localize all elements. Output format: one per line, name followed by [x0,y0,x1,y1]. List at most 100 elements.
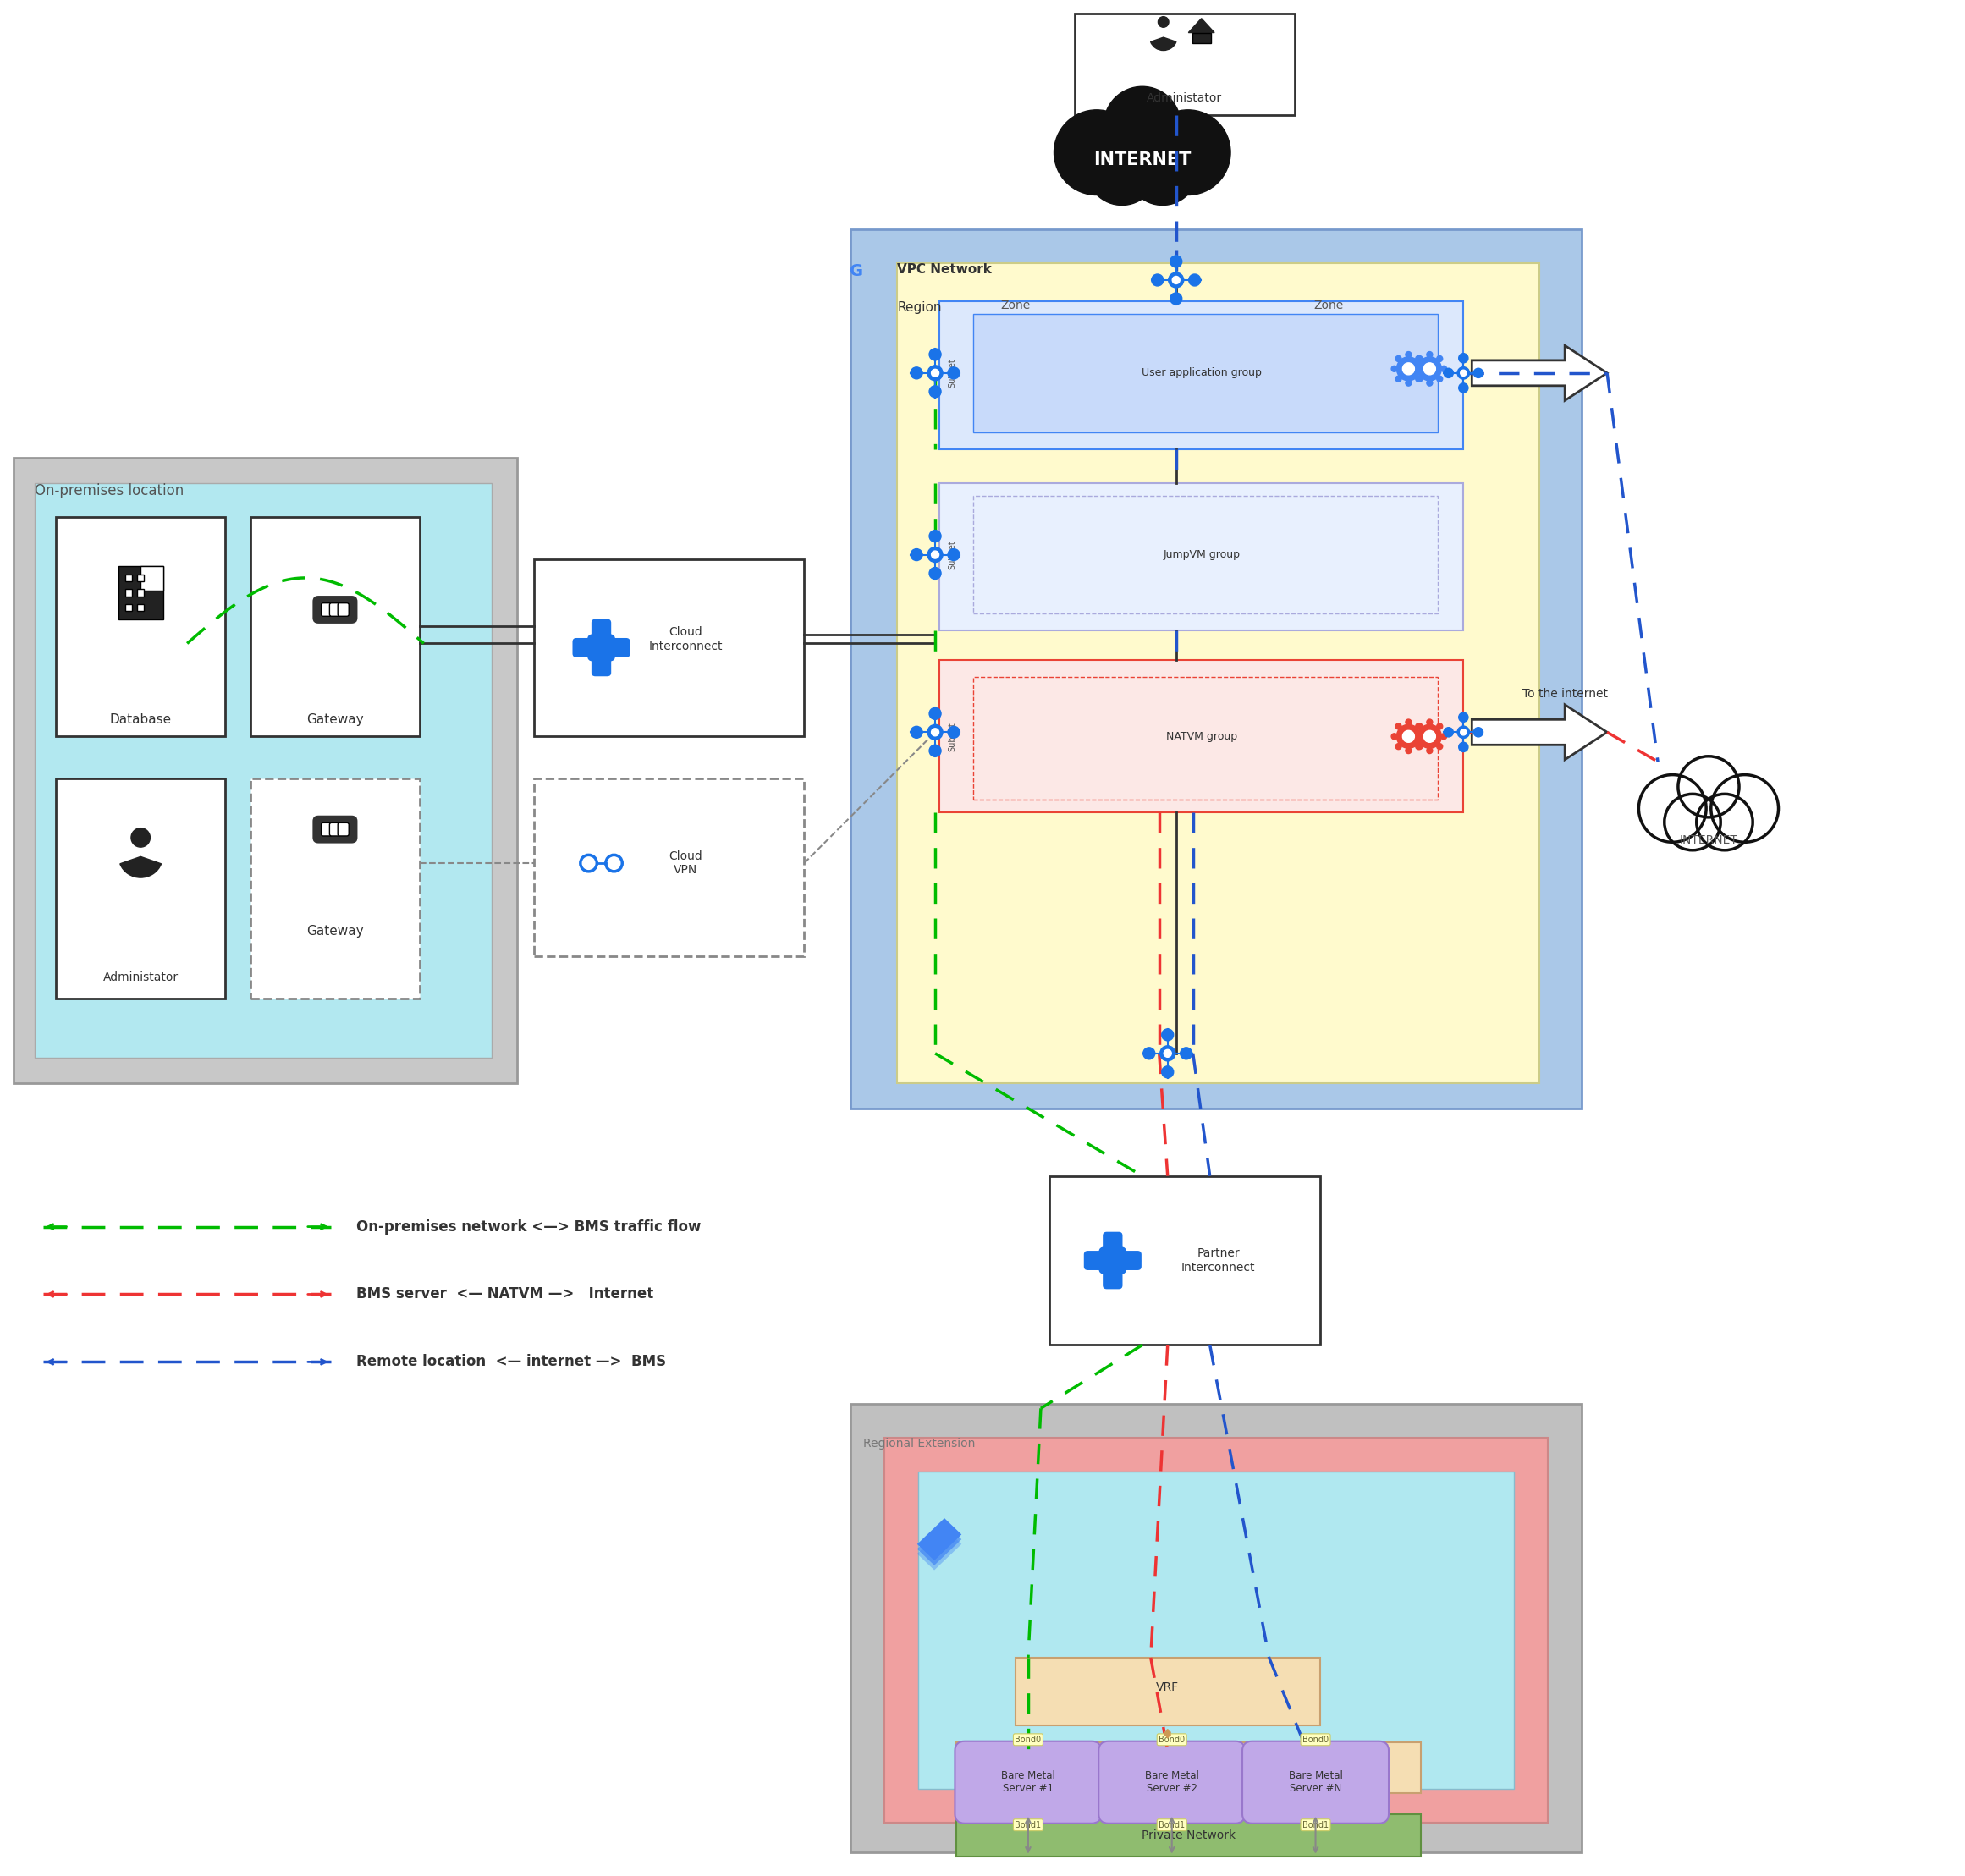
Ellipse shape [1144,1047,1155,1060]
Ellipse shape [1395,724,1401,730]
FancyBboxPatch shape [141,567,163,591]
FancyArrow shape [1472,705,1607,760]
Ellipse shape [931,728,939,735]
Ellipse shape [1159,1045,1175,1062]
FancyBboxPatch shape [338,824,350,837]
FancyBboxPatch shape [534,559,804,737]
Ellipse shape [1458,383,1468,392]
Text: Cloud
VPN: Cloud VPN [668,850,703,876]
Ellipse shape [1458,368,1470,379]
Text: Database: Database [110,713,171,726]
Bar [918,1523,961,1565]
Text: Bare Metal
Server #N: Bare Metal Server #N [1289,1771,1342,1793]
Ellipse shape [1415,743,1421,749]
Text: Subnet: Subnet [947,540,957,570]
Text: Regional Extension: Regional Extension [863,1437,975,1450]
FancyBboxPatch shape [320,824,332,837]
FancyBboxPatch shape [1102,1233,1122,1251]
Ellipse shape [1436,724,1442,730]
Ellipse shape [1161,1066,1173,1079]
Ellipse shape [1415,356,1421,362]
Ellipse shape [947,368,959,379]
Text: Bond0: Bond0 [1303,1735,1328,1745]
FancyBboxPatch shape [312,816,358,844]
Ellipse shape [1419,724,1442,749]
FancyBboxPatch shape [1049,1176,1320,1345]
FancyBboxPatch shape [957,1814,1421,1855]
Ellipse shape [1161,1028,1173,1041]
Ellipse shape [1427,351,1432,358]
Ellipse shape [929,349,941,360]
FancyBboxPatch shape [1242,1741,1389,1823]
Ellipse shape [1169,293,1183,304]
Ellipse shape [1405,719,1411,726]
Text: BMS server  <— NATVM —>   Internet: BMS server <— NATVM —> Internet [356,1287,654,1302]
FancyBboxPatch shape [14,458,517,1082]
Bar [918,1518,961,1561]
Text: Partner
Interconnect: Partner Interconnect [1181,1248,1256,1274]
FancyBboxPatch shape [138,604,143,612]
Ellipse shape [1157,17,1169,28]
Ellipse shape [1444,368,1454,377]
FancyBboxPatch shape [918,1471,1515,1788]
Bar [918,1527,961,1570]
FancyBboxPatch shape [126,589,132,597]
Ellipse shape [1395,743,1401,749]
Wedge shape [120,857,161,878]
Ellipse shape [927,724,943,739]
Ellipse shape [1397,356,1421,381]
Ellipse shape [1474,728,1484,737]
FancyBboxPatch shape [851,1403,1582,1852]
Ellipse shape [1458,743,1468,752]
Ellipse shape [1436,356,1442,362]
FancyBboxPatch shape [973,677,1438,799]
FancyBboxPatch shape [572,638,591,657]
Text: Administator: Administator [1148,92,1222,105]
Ellipse shape [1436,743,1442,749]
FancyBboxPatch shape [1098,1248,1126,1274]
Text: Administator: Administator [102,972,179,983]
Ellipse shape [947,550,959,561]
Ellipse shape [1151,274,1163,285]
Ellipse shape [1696,794,1753,850]
Ellipse shape [1189,274,1201,285]
Ellipse shape [1417,743,1423,749]
Ellipse shape [1458,713,1468,722]
Ellipse shape [927,366,943,381]
FancyBboxPatch shape [1653,818,1765,835]
Ellipse shape [1163,1049,1171,1058]
Ellipse shape [1440,734,1446,739]
Text: Region: Region [898,302,941,313]
FancyBboxPatch shape [884,1437,1548,1822]
Ellipse shape [1415,375,1421,383]
Text: Gateway: Gateway [307,925,364,938]
Ellipse shape [1427,719,1432,726]
FancyBboxPatch shape [57,516,226,737]
FancyBboxPatch shape [330,602,340,617]
Ellipse shape [1427,749,1432,754]
Text: Bond1: Bond1 [1159,1822,1185,1829]
Ellipse shape [1395,356,1401,362]
Ellipse shape [1413,366,1419,371]
Ellipse shape [1458,353,1468,362]
Ellipse shape [1413,734,1419,739]
FancyBboxPatch shape [250,516,421,737]
FancyBboxPatch shape [138,574,143,582]
FancyBboxPatch shape [1102,1270,1122,1289]
FancyBboxPatch shape [1085,1251,1104,1270]
FancyBboxPatch shape [118,567,163,619]
Ellipse shape [929,745,941,756]
Ellipse shape [929,386,941,398]
FancyBboxPatch shape [591,657,611,677]
Ellipse shape [1169,255,1183,268]
Ellipse shape [910,368,922,379]
FancyBboxPatch shape [955,1741,1100,1823]
Ellipse shape [1436,375,1442,383]
Ellipse shape [1181,1047,1193,1060]
Ellipse shape [1440,366,1446,371]
Ellipse shape [1444,728,1454,737]
Text: INTERNET: INTERNET [1093,152,1191,169]
Text: Zone: Zone [1000,300,1030,311]
Ellipse shape [1397,724,1421,749]
Ellipse shape [931,370,939,377]
